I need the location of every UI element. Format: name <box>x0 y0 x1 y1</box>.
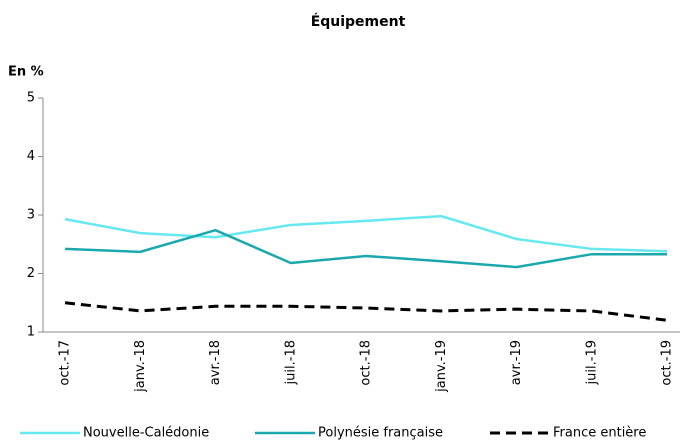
x-tick-label: avr.-19 <box>509 340 524 385</box>
legend-label: France entière <box>553 426 646 441</box>
y-axis-label: En % <box>8 65 44 80</box>
series-line <box>64 214 668 253</box>
series-line <box>64 228 667 269</box>
y-tick-label: 1 <box>27 325 35 340</box>
y-tick-label: 5 <box>27 91 35 106</box>
x-tick-label: oct.-17 <box>58 340 73 386</box>
x-tick-label: juil.-18 <box>283 340 298 385</box>
chart-title: Équipement <box>311 13 406 30</box>
y-tick-label: 4 <box>27 149 35 164</box>
x-tick-label: oct.-19 <box>660 340 675 386</box>
x-tick-label: janv.-18 <box>133 340 148 393</box>
legend-label: Polynésie française <box>318 426 443 441</box>
x-tick-label: avr.-18 <box>208 340 223 385</box>
y-tick-label: 2 <box>27 266 35 281</box>
series-line <box>64 301 668 322</box>
legend-label: Nouvelle-Calédonie <box>83 426 209 441</box>
y-tick-label: 3 <box>27 208 35 223</box>
x-tick-label: oct.-18 <box>359 340 374 386</box>
x-tick-label: janv.-19 <box>434 340 449 393</box>
x-tick-label: juil.-19 <box>584 340 599 385</box>
